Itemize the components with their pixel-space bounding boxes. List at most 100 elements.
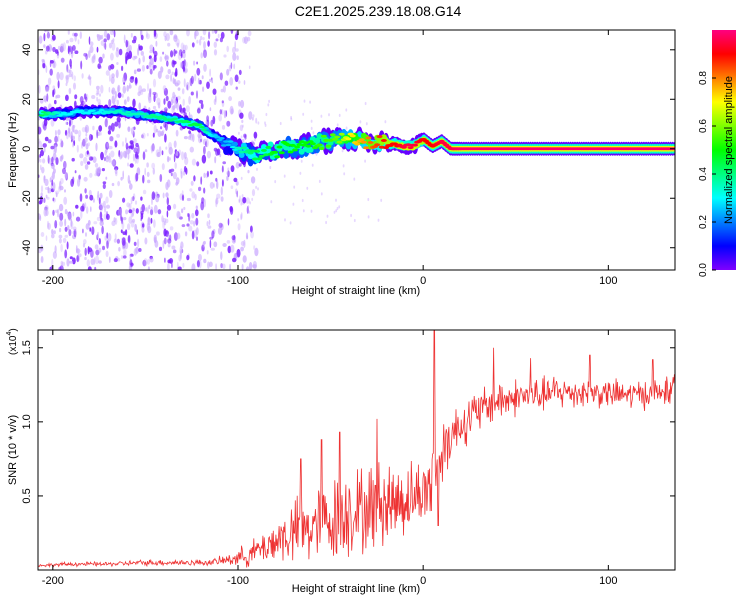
noise-blob <box>242 124 244 128</box>
x-tick-label: -200 <box>42 275 64 287</box>
noise-blob <box>63 160 67 170</box>
noise-blob <box>107 130 111 135</box>
noise-blob <box>129 82 131 90</box>
noise-blob <box>114 217 118 225</box>
noise-blob <box>153 30 157 38</box>
noise-blob <box>246 205 249 214</box>
noise-blob <box>163 98 166 105</box>
noise-blob <box>68 73 73 78</box>
noise-blob <box>69 58 72 67</box>
noise-blob <box>152 105 157 110</box>
noise-blob <box>134 55 138 59</box>
noise-blob <box>190 180 194 186</box>
noise-blob <box>218 114 222 122</box>
noise-blob <box>128 50 133 59</box>
snr-x-ticks: -200 -100 0 100 <box>42 330 618 587</box>
noise-blob <box>252 264 257 269</box>
track-cell <box>214 135 221 139</box>
noise-blob <box>172 77 175 84</box>
noise-blob <box>108 152 111 161</box>
track-cell <box>338 132 345 136</box>
noise-blob <box>96 194 100 201</box>
noise-blob <box>181 88 185 95</box>
noise-blob <box>68 87 72 95</box>
noise-blob <box>257 121 260 125</box>
noise-blob <box>165 230 168 234</box>
noise-blob <box>76 144 79 153</box>
track-cell <box>334 135 341 139</box>
noise-blob <box>51 229 54 235</box>
noise-blob <box>171 96 176 104</box>
noise-blob <box>108 156 112 163</box>
noise-blob <box>91 55 96 63</box>
noise-blob <box>52 85 56 90</box>
snr-x-label: Height of straight line (km) <box>292 583 420 595</box>
noise-blob <box>104 118 108 128</box>
spectrogram-noise-cloud <box>38 30 387 270</box>
noise-blob <box>52 209 55 216</box>
noise-blob <box>137 145 140 154</box>
colorbar-label: Normalized spectral amplitude <box>723 76 735 224</box>
noise-blob <box>151 143 155 152</box>
noise-blob <box>184 231 188 237</box>
track-cell <box>116 109 123 113</box>
noise-blob <box>248 111 253 120</box>
noise-blob <box>254 247 259 257</box>
noise-blob <box>345 126 348 130</box>
noise-blob <box>53 230 56 235</box>
track-cell <box>325 144 332 148</box>
noise-blob <box>221 179 224 187</box>
track-cell <box>305 144 312 148</box>
noise-blob <box>180 42 185 51</box>
noise-blob <box>110 63 115 70</box>
noise-blob <box>102 181 107 185</box>
noise-blob <box>235 86 238 90</box>
noise-blob <box>239 124 244 131</box>
noise-blob <box>177 87 181 91</box>
noise-blob <box>88 50 91 58</box>
track-cell <box>376 135 383 139</box>
noise-blob <box>367 197 370 202</box>
track-cell <box>405 143 412 147</box>
noise-blob <box>207 225 212 229</box>
noise-blob <box>223 54 227 58</box>
noise-blob <box>193 229 198 239</box>
track-cell <box>316 143 323 147</box>
noise-blob <box>89 227 91 232</box>
noise-blob <box>208 78 212 82</box>
noise-blob <box>300 159 303 163</box>
noise-blob <box>253 245 256 250</box>
noise-blob <box>380 198 383 202</box>
noise-blob <box>247 205 250 209</box>
noise-blob <box>163 87 168 96</box>
noise-blob <box>186 197 191 202</box>
noise-blob <box>155 40 158 47</box>
noise-blob <box>47 77 52 86</box>
noise-blob <box>182 262 185 268</box>
noise-blob <box>54 129 57 137</box>
noise-blob <box>155 195 160 203</box>
track-cell <box>358 138 365 142</box>
noise-blob <box>84 137 88 143</box>
noise-blob <box>105 141 110 150</box>
noise-blob <box>66 64 69 73</box>
noise-blob <box>147 266 150 270</box>
noise-blob <box>40 185 44 193</box>
track-cell <box>329 133 336 137</box>
y-tick-label: 0 <box>21 146 33 152</box>
noise-blob <box>177 266 182 270</box>
noise-blob <box>173 48 176 57</box>
noise-blob <box>216 180 219 190</box>
noise-blob <box>152 91 157 96</box>
noise-blob <box>306 186 309 190</box>
noise-blob <box>65 82 68 87</box>
noise-blob <box>269 165 272 170</box>
svg-text:(x104): (x104) <box>6 328 19 355</box>
noise-blob <box>118 247 121 252</box>
noise-blob <box>167 100 172 109</box>
noise-blob <box>144 149 148 153</box>
noise-blob <box>211 230 215 239</box>
noise-blob <box>147 206 149 214</box>
track-cell <box>60 111 67 114</box>
noise-blob <box>209 68 212 77</box>
